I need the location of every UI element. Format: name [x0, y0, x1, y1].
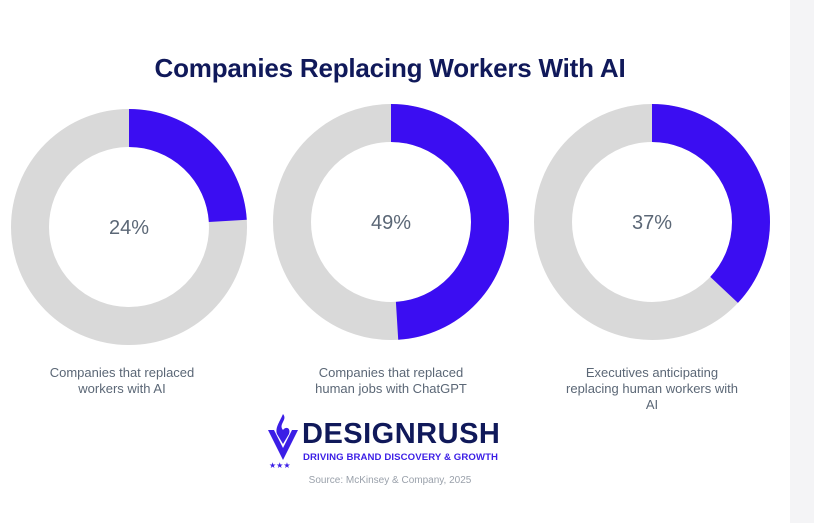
chart-title: Companies Replacing Workers With AI: [154, 53, 626, 83]
designrush-logo: ★★★ DESIGNRUSH DRIVING BRAND DISCOVERY &…: [266, 412, 516, 472]
donut-value-slice: [273, 104, 509, 340]
donut-center-label: 49%: [371, 212, 411, 234]
donut-chart-3: 37%: [534, 104, 770, 340]
flame-v-icon: ★★★: [268, 414, 298, 470]
donut-chart-1: 24%: [11, 109, 247, 345]
donut-caption-1: Companies that replaced workers with AI: [49, 365, 195, 396]
donut-caption-3: Executives anticipating replacing human …: [566, 365, 738, 412]
logo-tagline: DRIVING BRAND DISCOVERY & GROWTH: [303, 452, 499, 463]
source-note: Source: McKinsey & Company, 2025: [308, 475, 472, 486]
donut-chart-2: 49%: [273, 104, 509, 340]
donut-value-slice: [534, 104, 770, 340]
logo-wordmark: DESIGNRUSH: [302, 418, 501, 450]
donut-caption-2: Companies that replaced human jobs with …: [315, 365, 467, 396]
donut-value-slice: [11, 109, 247, 345]
right-edge-panel: [790, 0, 814, 523]
svg-text:★★★: ★★★: [269, 461, 291, 470]
donut-center-label: 37%: [632, 212, 672, 234]
donut-center-label: 24%: [109, 217, 149, 239]
